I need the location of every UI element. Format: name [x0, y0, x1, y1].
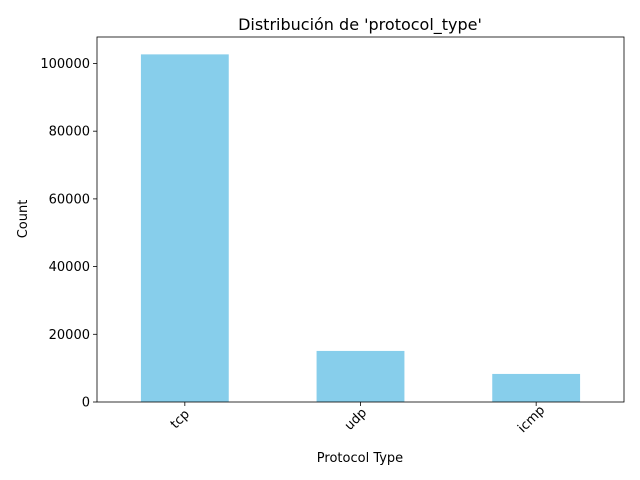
- y-tick-label-40000: 40000: [49, 260, 90, 275]
- bar-udp: [316, 350, 405, 402]
- y-tick-label-80000: 80000: [49, 125, 90, 140]
- y-tick-label-0: 0: [82, 396, 90, 411]
- y-tick-label-60000: 60000: [49, 192, 90, 207]
- chart-title: Distribución de 'protocol_type': [238, 15, 482, 35]
- bar-tcp: [140, 54, 229, 402]
- bar-icmp: [492, 373, 581, 402]
- x-axis-title: Protocol Type: [317, 451, 403, 466]
- y-axis-title: Count: [16, 200, 31, 239]
- y-tick-label-100000: 100000: [40, 57, 90, 72]
- plot-frame: [96, 36, 625, 403]
- y-tick-label-20000: 20000: [49, 328, 90, 343]
